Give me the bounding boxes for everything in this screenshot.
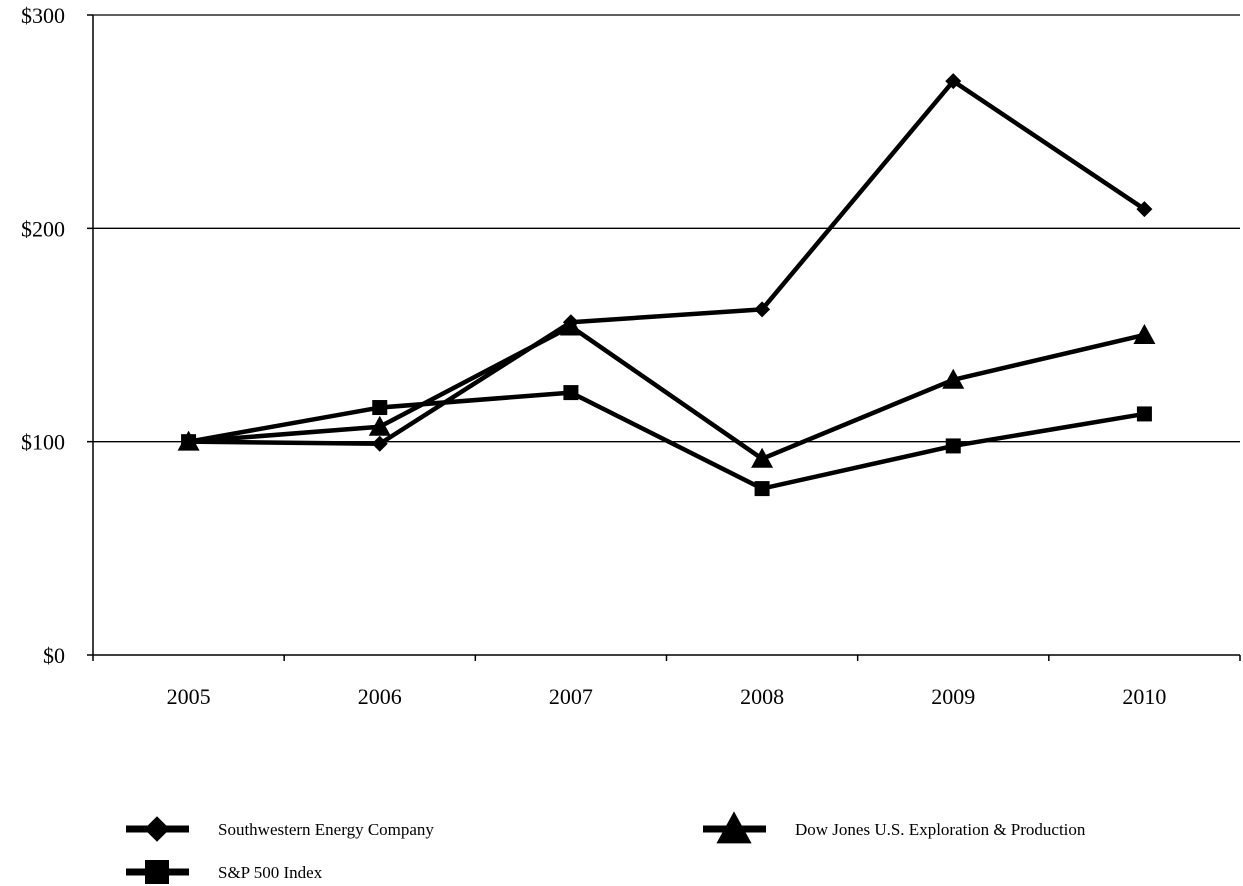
- axes: [87, 14, 1241, 661]
- data-point-triangle-2010: [1133, 324, 1156, 344]
- data-point-diamond-2010: [1136, 201, 1153, 218]
- x-tick-label-2010: 2010: [1122, 684, 1166, 709]
- data-point-diamond-2008: [754, 301, 771, 318]
- x-axis-tick-labels: 2005 2006 2007 2008 2009 2010: [167, 684, 1167, 709]
- y-tick-label: $0: [43, 643, 65, 668]
- gridlines: [93, 14, 1240, 443]
- data-point-triangle-2009: [942, 368, 965, 389]
- series-group: [177, 73, 1156, 497]
- legend-label-square: S&P 500 Index: [218, 863, 323, 882]
- x-tick-label-2008: 2008: [740, 684, 784, 709]
- y-tick-label: $300: [21, 3, 65, 28]
- x-tick-label-2006: 2006: [358, 684, 402, 709]
- x-tick-label-2007: 2007: [549, 684, 593, 709]
- data-point-diamond-2006: [371, 435, 388, 452]
- legend: Southwestern Energy Company Dow Jones U.S…: [126, 811, 1086, 884]
- legend-marker-diamond: [144, 816, 170, 842]
- legend-item-square: S&P 500 Index: [126, 860, 323, 884]
- data-point-triangle-2006: [368, 415, 391, 436]
- legend-label-diamond: Southwestern Energy Company: [218, 820, 434, 839]
- data-point-square-2005: [181, 434, 197, 450]
- legend-marker-triangle: [716, 811, 752, 844]
- legend-marker-square: [145, 860, 169, 884]
- legend-label-triangle: Dow Jones U.S. Exploration & Production: [795, 820, 1086, 839]
- series-line-square: [188, 390, 1145, 491]
- legend-item-diamond: Southwestern Energy Company: [126, 816, 434, 842]
- data-point-square-2007: [563, 385, 579, 401]
- data-point-diamond-2009: [945, 73, 962, 90]
- series-square: [181, 385, 1152, 497]
- x-tick-label-2005: 2005: [167, 684, 211, 709]
- data-point-square-2008: [754, 481, 770, 497]
- series-line-diamond: [188, 78, 1146, 447]
- data-point-square-2009: [945, 438, 961, 454]
- legend-item-triangle: Dow Jones U.S. Exploration & Production: [703, 811, 1086, 844]
- y-tick-label: $200: [21, 216, 65, 241]
- y-tick-label: $100: [21, 430, 65, 455]
- data-point-square-2010: [1136, 406, 1152, 422]
- data-point-square-2006: [372, 400, 388, 416]
- data-point-triangle-2008: [751, 447, 774, 468]
- y-axis-tick-labels: $0 $100 $200 $300: [21, 3, 65, 668]
- data-point-triangle-2007: [559, 315, 582, 336]
- series-line-triangle: [188, 324, 1145, 461]
- x-tick-label-2009: 2009: [931, 684, 975, 709]
